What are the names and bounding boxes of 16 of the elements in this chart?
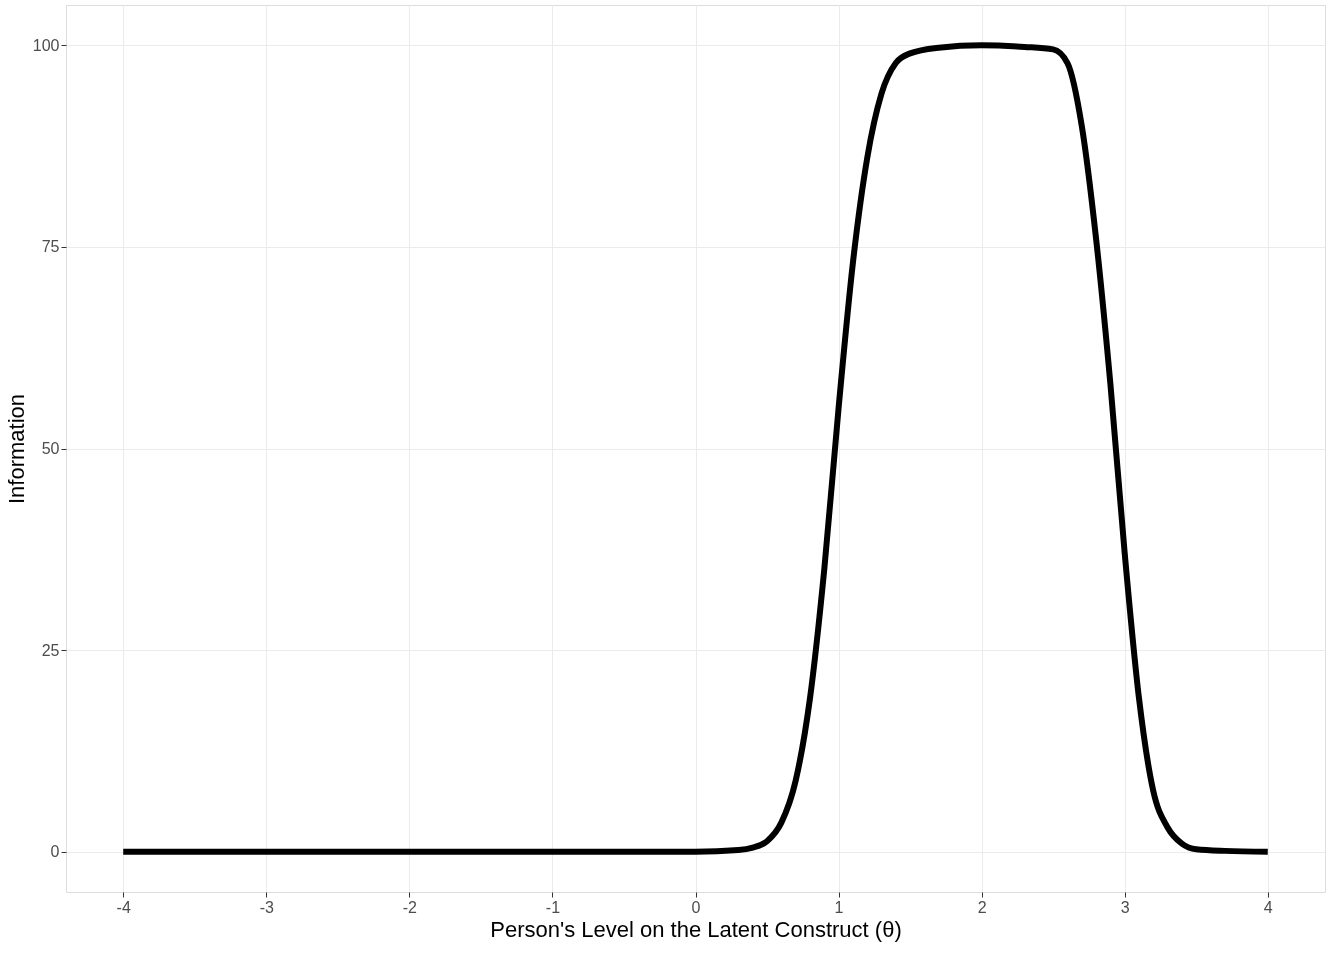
x-axis-title: Person's Level on the Latent Construct (θ) bbox=[490, 916, 902, 942]
x-tick-label: 1 bbox=[834, 898, 844, 916]
y-tick-label: 75 bbox=[41, 238, 60, 256]
x-tick-label: -4 bbox=[116, 898, 131, 916]
y-tick-label: 25 bbox=[41, 641, 60, 659]
x-tick-label: -2 bbox=[402, 898, 418, 916]
x-tick-label: -3 bbox=[259, 898, 275, 916]
x-tick-label: 4 bbox=[1263, 898, 1273, 916]
y-tick-label: 100 bbox=[32, 36, 60, 54]
y-tick-label: 50 bbox=[41, 440, 60, 457]
x-tick-label: 3 bbox=[1120, 898, 1130, 916]
x-tick-label: 2 bbox=[977, 898, 987, 916]
y-tick-label: 0 bbox=[50, 843, 60, 861]
x-tick-label: -1 bbox=[545, 898, 561, 916]
x-tick-label: 0 bbox=[691, 898, 701, 916]
y-axis-title: Information bbox=[3, 393, 29, 505]
